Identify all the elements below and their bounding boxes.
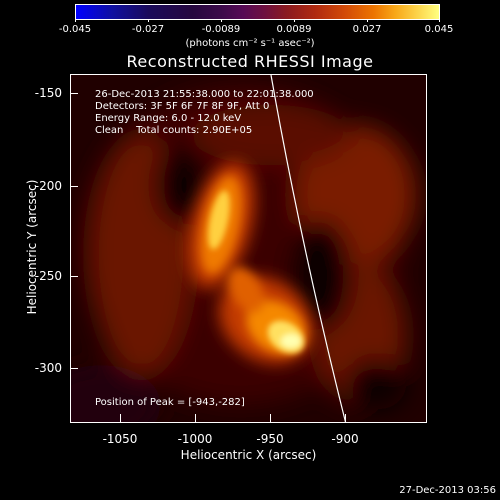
- y-tickmark: [70, 368, 78, 369]
- rhessi-image: [70, 74, 427, 423]
- colorbar-tick-label: 0.027: [352, 24, 382, 35]
- info-detectors: Detectors: 3F 5F 6F 7F 8F 9F, Att 0: [95, 101, 270, 112]
- colorbar-units: (photons cm⁻² s⁻¹ asec⁻²): [185, 38, 315, 49]
- y-tickmark: [70, 186, 78, 187]
- y-tickmark: [70, 276, 78, 277]
- colorbar-tickmark: [221, 19, 222, 22]
- info-energy: Energy Range: 6.0 - 12.0 keV: [95, 113, 242, 124]
- info-time-range: 26-Dec-2013 21:55:38.000 to 22:01:38.000: [95, 89, 314, 100]
- footer-timestamp: 27-Dec-2013 03:56: [399, 485, 496, 496]
- rhessi-image-canvas: [71, 75, 426, 422]
- sidelobe-pattern: [71, 85, 416, 422]
- peak-position: Position of Peak = [-943,-282]: [95, 397, 245, 408]
- y-tick-label: -300: [34, 361, 62, 375]
- colorbar-tickmark: [439, 19, 440, 22]
- colorbar-tick-label: -0.045: [58, 24, 92, 35]
- colorbar-tick-label: -0.027: [131, 24, 165, 35]
- colorbar-tick-label: 0.045: [424, 24, 454, 35]
- x-tick-label: -900: [331, 432, 359, 446]
- colorbar-tickmark: [367, 19, 368, 22]
- info-algorithm: Clean Total counts: 2.90E+05: [95, 125, 253, 136]
- colorbar: [75, 4, 440, 20]
- colorbar-tick-label: -0.0089: [201, 24, 241, 35]
- x-axis-label: Heliocentric X (arcsec): [180, 448, 317, 462]
- y-tick-label: -150: [34, 86, 62, 100]
- colorbar-tickmark: [148, 19, 149, 22]
- x-tickmark: [120, 414, 121, 422]
- x-tick-label: -950: [256, 432, 284, 446]
- y-tick-label: -250: [34, 269, 62, 283]
- plot-title: Reconstructed RHESSI Image: [126, 52, 374, 71]
- x-tick-label: -1000: [177, 432, 213, 446]
- y-axis-label: Heliocentric Y (arcsec): [25, 179, 39, 315]
- y-tick-label: -200: [34, 179, 62, 193]
- solar-limb-line: [270, 75, 347, 422]
- source-peak: [208, 190, 305, 354]
- colorbar-tickmark: [294, 19, 295, 22]
- x-tickmark: [270, 414, 271, 422]
- colorbar-tick-label: 0.0089: [276, 24, 312, 35]
- x-tick-label: -1050: [102, 432, 138, 446]
- y-tickmark: [70, 93, 78, 94]
- colorbar-tickmark: [75, 19, 76, 22]
- x-tickmark: [345, 414, 346, 422]
- x-tickmark: [195, 414, 196, 422]
